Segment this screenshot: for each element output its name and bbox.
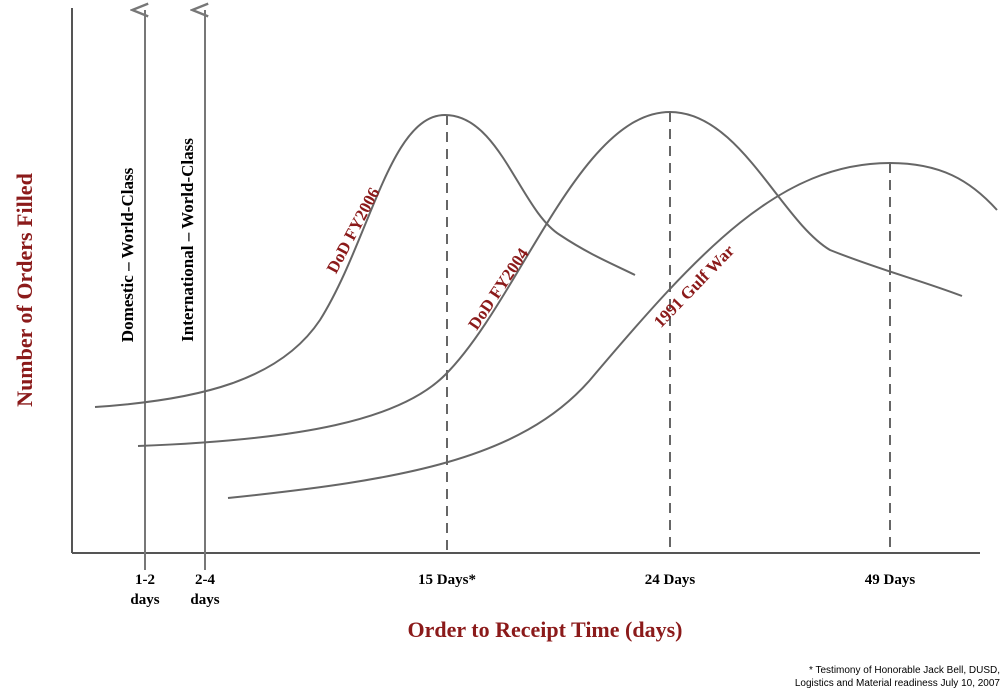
curve-label: 1991 Gulf War xyxy=(650,241,739,332)
curve-label: DoD FY2004 xyxy=(464,244,533,333)
axes xyxy=(71,8,980,554)
x-label: 2-4 xyxy=(195,572,215,588)
curve xyxy=(94,113,636,408)
marker-label: Domestic – World-Class xyxy=(118,167,137,342)
y-axis-label: Number of Orders Filled xyxy=(12,173,37,407)
curve xyxy=(227,161,998,499)
x-label: days xyxy=(190,592,219,608)
x-axis-label: Order to Receipt Time (days) xyxy=(408,617,683,642)
x-label: days xyxy=(130,592,159,608)
footnote: Logistics and Material readiness July 10… xyxy=(795,678,1001,689)
curve xyxy=(137,110,963,447)
peak-lines xyxy=(446,112,891,553)
marker-arrows xyxy=(145,10,205,570)
marker-label: International – World-Class xyxy=(178,138,197,342)
footnote: * Testimony of Honorable Jack Bell, DUSD… xyxy=(809,665,1000,676)
x-label: 24 Days xyxy=(645,572,696,588)
x-label: 49 Days xyxy=(865,572,916,588)
curve-label: DoD FY2006 xyxy=(323,184,384,276)
x-label: 1-2 xyxy=(135,572,155,588)
curves xyxy=(94,110,998,499)
x-label: 15 Days* xyxy=(418,572,476,588)
